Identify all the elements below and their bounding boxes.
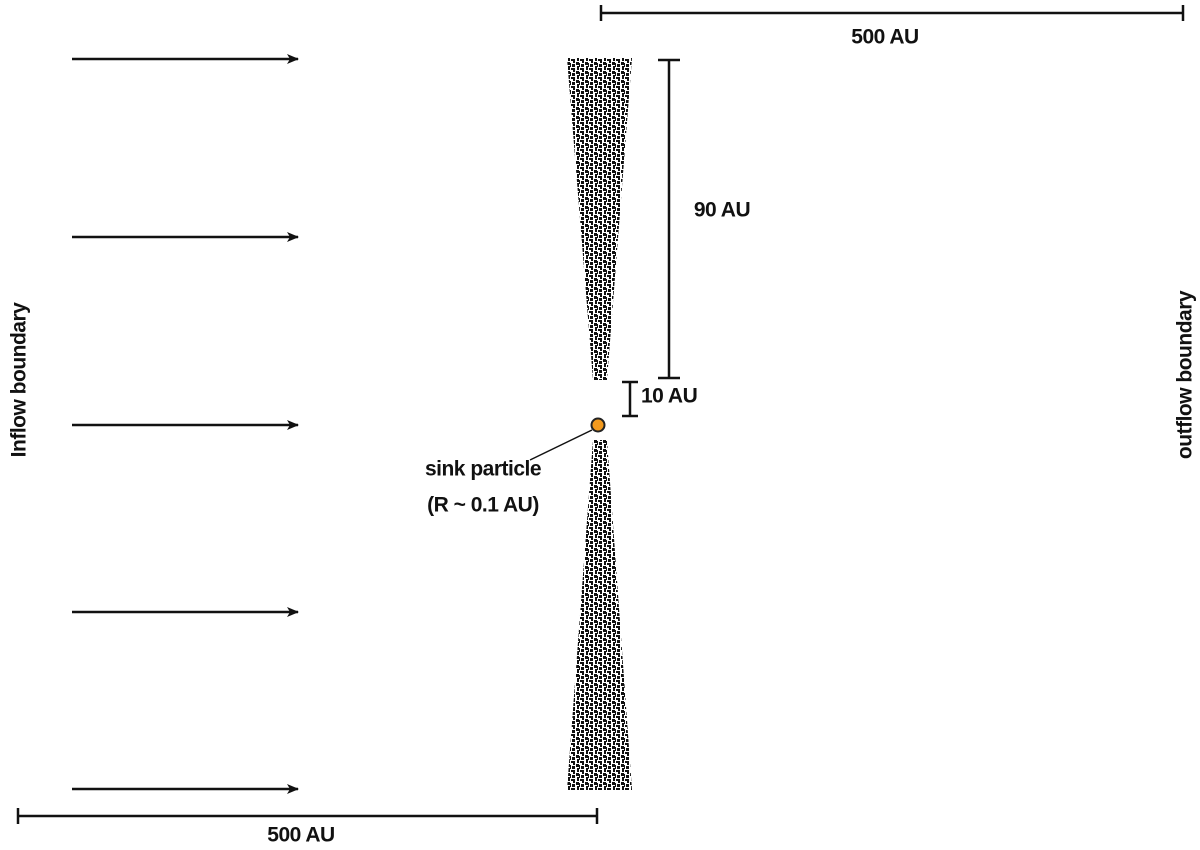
lower-wedge — [567, 440, 632, 790]
bottom-scale-bar: 500 AU — [16, 808, 599, 847]
sink-particle: sink particle (R ~ 0.1 AU) — [425, 417, 606, 517]
leader-line — [529, 429, 593, 461]
sink-label: sink particle — [425, 458, 541, 481]
sink-dot — [590, 417, 606, 433]
top-scale-bar: 500 AU — [599, 5, 1185, 49]
outflow-boundary-label: outflow boundary — [1174, 290, 1197, 459]
measure-label: 90 AU — [694, 199, 750, 222]
inflow-boundary-label: Inflow boundary — [8, 302, 31, 457]
scale-label: 500 AU — [267, 824, 334, 847]
inflow-arrows — [72, 54, 299, 794]
gap-small-bar: 10 AU — [622, 380, 698, 418]
scale-label: 500 AU — [851, 26, 918, 49]
sink-radius-label: (R ~ 0.1 AU) — [427, 494, 539, 517]
measure-label: 10 AU — [641, 385, 697, 408]
gap-height-bar: 90 AU — [658, 58, 751, 380]
upper-wedge — [567, 58, 632, 380]
